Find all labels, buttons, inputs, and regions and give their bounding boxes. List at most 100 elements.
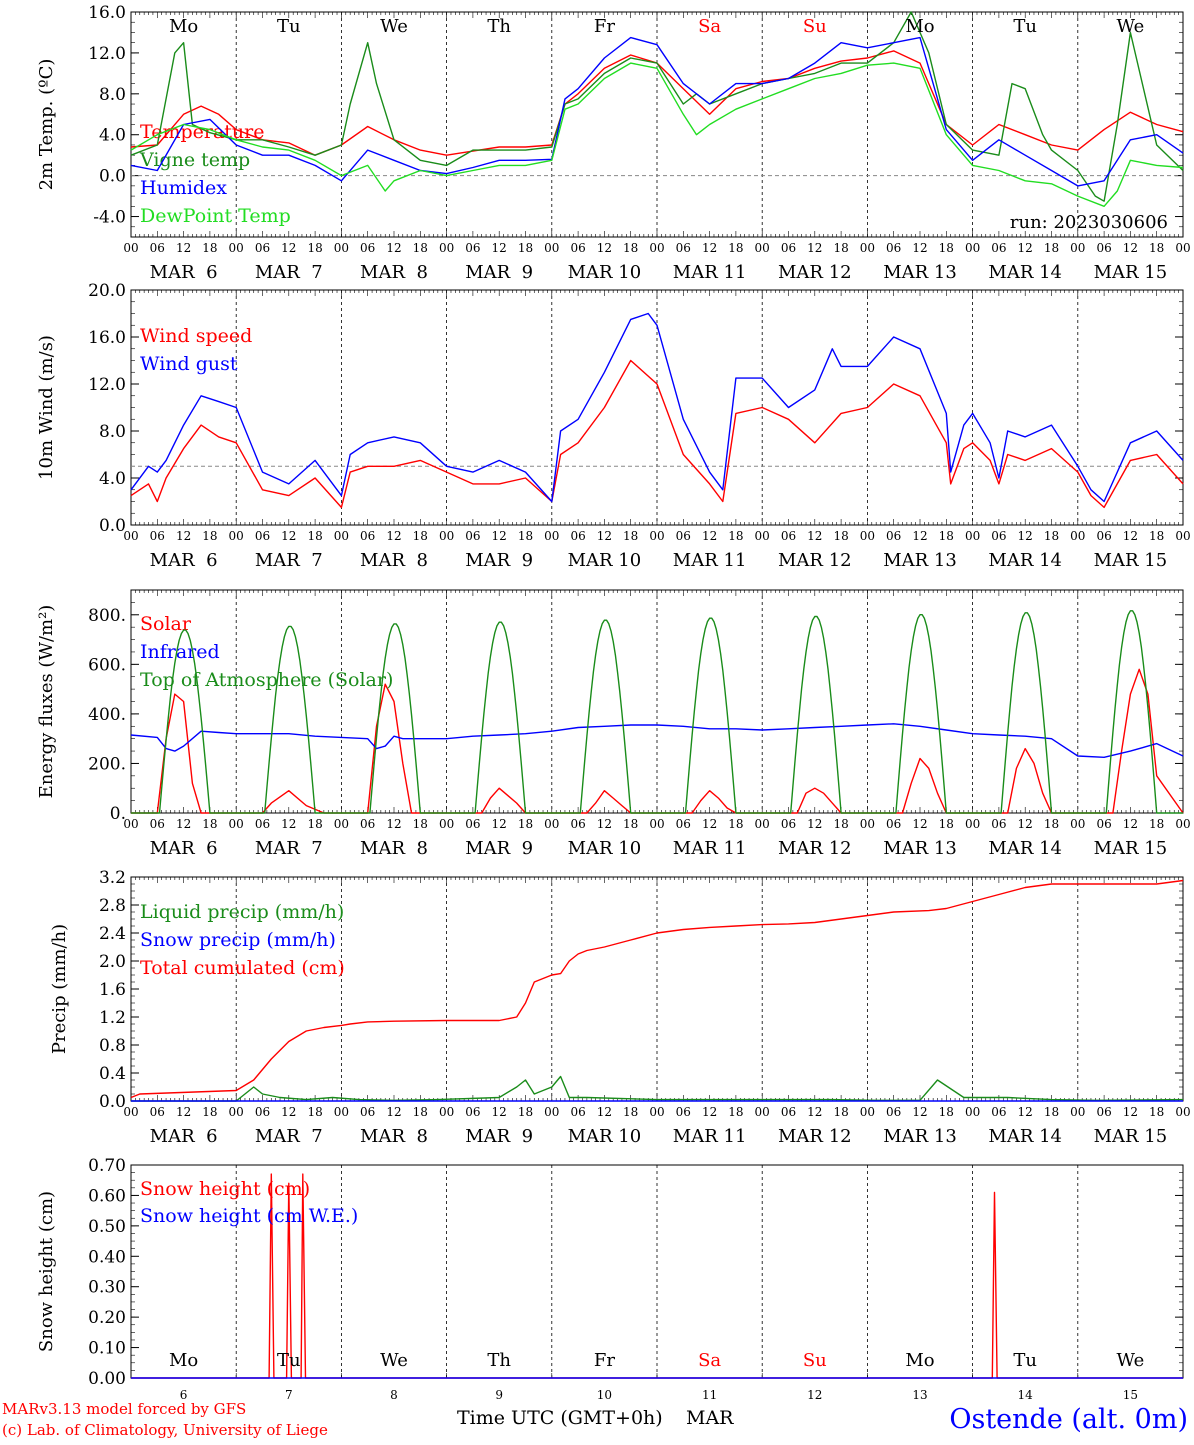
hour-tick-label: 00 bbox=[544, 1105, 559, 1119]
date-label: MAR 6 bbox=[150, 838, 218, 859]
hour-tick-label: 18 bbox=[623, 1105, 638, 1119]
date-label: MAR 15 bbox=[1094, 1126, 1168, 1147]
date-label: MAR 9 bbox=[465, 838, 533, 859]
copyright-credit: (c) Lab. of Climatology, University of L… bbox=[2, 1421, 328, 1439]
weekday-label: Th bbox=[487, 1350, 511, 1371]
date-label: MAR 8 bbox=[360, 550, 428, 571]
hour-tick-label: 18 bbox=[518, 241, 533, 255]
hour-tick-label: 12 bbox=[807, 817, 822, 831]
hour-tick-label: 18 bbox=[413, 817, 428, 831]
hour-tick-label: 06 bbox=[781, 241, 796, 255]
hour-tick-label: 12 bbox=[1123, 1105, 1138, 1119]
weekday-label: Fr bbox=[594, 1350, 615, 1371]
y-axis-label: 10m Wind (m/s) bbox=[36, 335, 57, 480]
hour-tick-label: 18 bbox=[1044, 529, 1059, 543]
hour-tick-label: 00 bbox=[965, 817, 980, 831]
date-label: MAR 14 bbox=[988, 1126, 1062, 1147]
hour-tick-label: 00 bbox=[229, 241, 244, 255]
hour-tick-label: 12 bbox=[281, 529, 296, 543]
hour-tick-label: 18 bbox=[623, 241, 638, 255]
y-tick-label: 8.0 bbox=[99, 85, 126, 105]
series-line-wind-speed bbox=[130, 359, 1184, 509]
hour-tick-label: 06 bbox=[1096, 529, 1111, 543]
date-label: MAR 7 bbox=[255, 262, 323, 283]
y-tick-label: 12.0 bbox=[88, 375, 126, 395]
hour-tick-label: 12 bbox=[912, 1105, 927, 1119]
hour-tick-label: 00 bbox=[334, 241, 349, 255]
panel-3: 00 06 12 18 00 06 12 18 00 06 12 18 00 06 12 18 00 06 12 18… bbox=[36, 589, 1191, 859]
hour-tick-label: 12 bbox=[281, 1105, 296, 1119]
hour-tick-label: 06 bbox=[1096, 1105, 1111, 1119]
y-tick-label: 3.2 bbox=[99, 868, 126, 888]
date-label: MAR 11 bbox=[673, 1126, 747, 1147]
legend-entry: Total cumulated (cm) bbox=[140, 957, 345, 979]
hour-tick-label: 18 bbox=[202, 241, 217, 255]
hour-tick-label: 18 bbox=[728, 1105, 743, 1119]
hour-tick-label: 06 bbox=[150, 529, 165, 543]
hour-tick-label: 06 bbox=[255, 241, 270, 255]
legend-entry: Solar bbox=[140, 613, 192, 635]
y-axis-label: Precip (mm/h) bbox=[49, 924, 70, 1054]
hour-tick-label: 06 bbox=[570, 1105, 585, 1119]
date-label: MAR 7 bbox=[255, 1126, 323, 1147]
y-tick-label: 0.50 bbox=[88, 1217, 126, 1237]
y-tick-label: 8.0 bbox=[99, 422, 126, 442]
date-label: MAR 10 bbox=[568, 262, 642, 283]
plot-frame bbox=[130, 589, 1184, 814]
hour-tick-label: 00 bbox=[860, 1105, 875, 1119]
hour-tick-label: 00 bbox=[649, 1105, 664, 1119]
hour-tick-label: 18 bbox=[413, 1105, 428, 1119]
date-label: MAR 10 bbox=[568, 550, 642, 571]
hour-tick-label: 00 bbox=[123, 529, 138, 543]
weekday-label: Fr bbox=[594, 16, 615, 37]
hour-tick-label: 18 bbox=[307, 529, 322, 543]
legend-entry: Snow precip (mm/h) bbox=[140, 929, 336, 951]
hour-tick-label: 06 bbox=[991, 529, 1006, 543]
hour-tick-label: 12 bbox=[912, 241, 927, 255]
panel-5: 6 7 8 9 10 11 12 13 14 15 0.70 0.60 0.50 0.40 0.30 0.20… bbox=[36, 1156, 1184, 1402]
hour-tick-label: 18 bbox=[1044, 241, 1059, 255]
hour-tick-label: 00 bbox=[965, 1105, 980, 1119]
hour-tick-label: 00 bbox=[1175, 817, 1190, 831]
hour-tick-label: 12 bbox=[176, 241, 191, 255]
day-number-label: 11 bbox=[702, 1388, 717, 1402]
series-line-top-of-atmosphere-solar- bbox=[131, 610, 1183, 814]
date-label: MAR 11 bbox=[673, 262, 747, 283]
hour-tick-label: 12 bbox=[597, 1105, 612, 1119]
date-label: MAR 7 bbox=[255, 550, 323, 571]
day-number-label: 13 bbox=[912, 1388, 927, 1402]
hour-tick-label: 06 bbox=[150, 1105, 165, 1119]
hour-tick-label: 00 bbox=[544, 241, 559, 255]
hour-tick-label: 18 bbox=[1149, 1105, 1164, 1119]
date-label: MAR 14 bbox=[988, 838, 1062, 859]
hour-tick-label: 00 bbox=[649, 529, 664, 543]
hour-tick-label: 06 bbox=[781, 1105, 796, 1119]
hour-tick-label: 12 bbox=[702, 241, 717, 255]
hour-tick-label: 00 bbox=[755, 241, 770, 255]
y-tick-label: 4.0 bbox=[99, 469, 126, 489]
series-line-total-cumulated-cm- bbox=[130, 879, 1184, 1099]
hour-tick-label: 06 bbox=[886, 817, 901, 831]
hour-tick-label: 18 bbox=[202, 817, 217, 831]
hour-tick-label: 00 bbox=[965, 529, 980, 543]
panel-1: 00 06 12 18 00 06 12 18 00 06 12 18 00 06 12 18 00 06 12 18… bbox=[36, 3, 1191, 283]
date-label: MAR 12 bbox=[778, 1126, 852, 1147]
hour-tick-label: 06 bbox=[465, 817, 480, 831]
y-tick-label: 0.00 bbox=[88, 1369, 126, 1389]
y-tick-label: 800. bbox=[88, 606, 126, 626]
hour-tick-label: 12 bbox=[386, 1105, 401, 1119]
weekday-label: We bbox=[1117, 1350, 1145, 1371]
date-label: MAR 11 bbox=[673, 550, 747, 571]
hour-tick-label: 06 bbox=[676, 817, 691, 831]
y-tick-label: 0.0 bbox=[99, 516, 126, 536]
y-tick-label: 12.0 bbox=[88, 44, 126, 64]
legend-entry: Snow height (cm) bbox=[140, 1178, 310, 1200]
hour-tick-label: 06 bbox=[465, 241, 480, 255]
weekday-label: Mo bbox=[905, 1350, 934, 1371]
hour-tick-label: 18 bbox=[728, 529, 743, 543]
hour-tick-label: 18 bbox=[833, 529, 848, 543]
hour-tick-label: 06 bbox=[991, 1105, 1006, 1119]
hour-tick-label: 06 bbox=[886, 241, 901, 255]
date-label: MAR 13 bbox=[883, 262, 957, 283]
